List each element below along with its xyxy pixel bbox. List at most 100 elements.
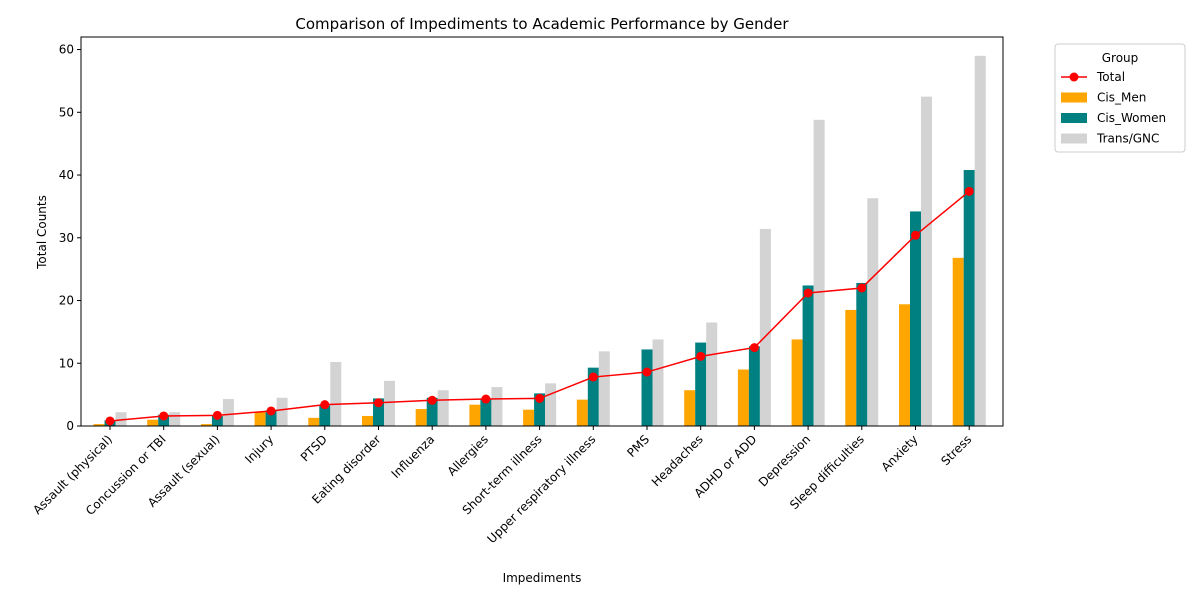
bar-cis-men (952, 257, 964, 426)
legend-label-trans-gnc: Trans/GNC (1096, 132, 1159, 146)
bar-cis-men (737, 369, 749, 426)
series-line-total (109, 190, 970, 422)
bar-cis-women (426, 397, 438, 426)
bar-cis-men (415, 409, 427, 426)
legend-title: Group (1102, 51, 1139, 65)
bar-cis-men (899, 304, 910, 426)
x-tick-label: Stress (938, 432, 974, 468)
y-tick-label: 10 (59, 356, 74, 370)
point-total (964, 186, 974, 196)
point-total (857, 283, 867, 293)
legend-swatch-cis-men (1061, 92, 1087, 103)
legend-label-total: Total (1096, 70, 1125, 84)
bar-cis-women (265, 410, 277, 426)
x-axis-label: Impediments (503, 571, 582, 585)
bar-trans-gnc (169, 412, 181, 426)
y-tick-label: 30 (59, 231, 74, 245)
y-tick-label: 40 (59, 168, 74, 182)
point-total (803, 288, 813, 298)
legend-swatch-cis-women (1061, 113, 1087, 123)
legend-marker-total (1069, 72, 1079, 82)
bar-cis-women (534, 393, 546, 426)
x-tick-label: Upper respiratory illness (485, 432, 599, 546)
bar-cis-men (93, 424, 105, 426)
bar-cis-men (254, 412, 266, 426)
point-total (266, 406, 276, 416)
bars-layer (93, 55, 986, 427)
legend: Group Total Cis_Men Cis_Women Trans/GNC (1054, 43, 1186, 153)
y-axis-label: Total Counts (35, 195, 49, 270)
point-total (481, 394, 491, 404)
point-total (159, 411, 169, 421)
bar-trans-gnc (491, 387, 503, 426)
bar-trans-gnc (921, 96, 932, 427)
point-total (105, 416, 115, 426)
point-total (588, 372, 598, 382)
y-tick-label: 60 (59, 43, 74, 57)
x-tick-label: Anxiety (879, 432, 921, 474)
point-total (749, 343, 759, 353)
bar-trans-gnc (598, 351, 610, 426)
bar-cis-women (211, 415, 223, 426)
bar-trans-gnc (759, 228, 771, 426)
bar-cis-women (695, 342, 707, 426)
legend-label-cis-women: Cis_Women (1097, 111, 1166, 125)
point-total (212, 410, 222, 420)
point-total (320, 400, 330, 410)
legend-label-cis-men: Cis_Men (1097, 91, 1146, 105)
bar-cis-men (523, 409, 535, 426)
bar-cis-women (480, 399, 492, 426)
point-total (911, 230, 920, 240)
bar-cis-men (200, 424, 212, 426)
bar-cis-women (641, 349, 653, 426)
x-tick-label: Headaches (649, 432, 706, 489)
bar-cis-women (319, 405, 331, 426)
bar-cis-men (576, 399, 588, 426)
legend-frame (1054, 43, 1186, 153)
bar-cis-women (910, 211, 921, 426)
point-total (427, 395, 437, 405)
y-tick-label: 0 (66, 419, 74, 433)
bar-cis-women (963, 170, 975, 426)
bar-cis-men (469, 404, 481, 426)
bar-trans-gnc (437, 390, 449, 426)
plot-frame (80, 36, 1004, 427)
bar-trans-gnc (222, 399, 234, 426)
bar-cis-women (587, 367, 599, 426)
bar-cis-men (791, 339, 803, 426)
bar-trans-gnc (545, 383, 557, 426)
bar-cis-men (147, 419, 159, 426)
x-tick-label: PMS (624, 432, 652, 460)
bar-trans-gnc (115, 412, 127, 426)
bar-cis-women (373, 398, 384, 426)
point-total (374, 398, 383, 408)
bar-cis-men (845, 309, 857, 426)
y-tick-label: 50 (59, 105, 74, 119)
x-tick-label: Depression (756, 432, 813, 489)
bar-trans-gnc (276, 397, 288, 426)
point-total (642, 367, 652, 377)
bar-cis-men (308, 417, 320, 426)
bar-trans-gnc (384, 380, 395, 426)
bar-trans-gnc (813, 119, 825, 427)
bar-cis-men (362, 415, 373, 426)
bar-cis-women (748, 346, 760, 426)
x-tick-label: Injury (242, 432, 276, 466)
x-axis: Assault (physical)Concussion or TBIAssau… (30, 426, 974, 546)
bar-cis-women (802, 285, 814, 426)
bar-cis-women (856, 282, 868, 426)
point-total (535, 393, 545, 403)
x-tick-label: PTSD (298, 432, 330, 464)
legend-swatch-trans-gnc (1061, 133, 1087, 144)
bar-trans-gnc (974, 55, 986, 427)
total-line-layer (105, 186, 974, 426)
bar-trans-gnc (330, 362, 342, 426)
y-tick-label: 20 (59, 294, 74, 308)
bar-trans-gnc (867, 198, 879, 426)
bar-trans-gnc (652, 339, 664, 426)
x-tick-label: Influenza (389, 432, 438, 481)
bar-cis-men (684, 390, 696, 426)
bar-trans-gnc (706, 322, 718, 426)
y-axis: 0 10 20 30 40 50 60 (59, 43, 81, 433)
x-tick-label: Allergies (445, 432, 491, 478)
